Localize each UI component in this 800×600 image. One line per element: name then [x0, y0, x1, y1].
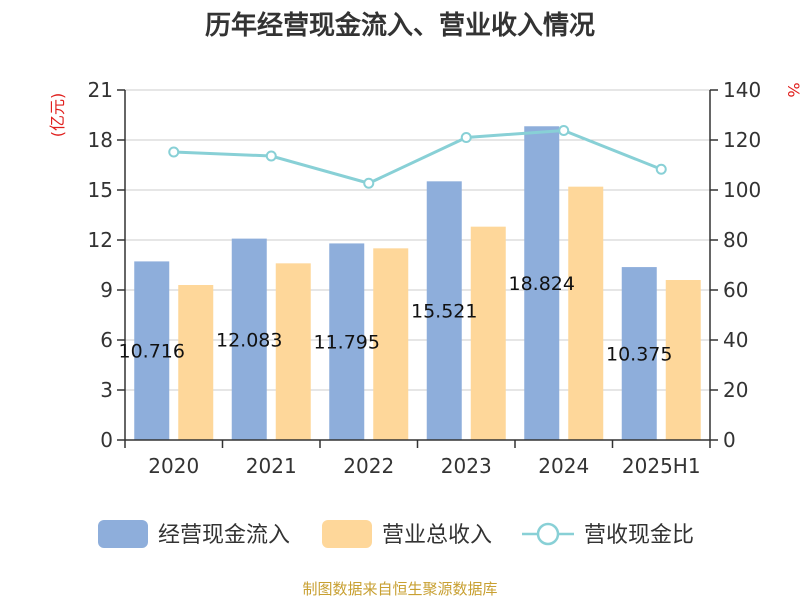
left-axis-tick-label: 9 — [100, 278, 113, 302]
line-series-group — [168, 125, 667, 189]
line-point — [558, 125, 570, 136]
data-labels-group: 10.716 12.083 11.795 15.521 18.824 10.375 — [119, 273, 673, 365]
legend-label-cash-inflow: 经营现金流入 — [158, 523, 290, 548]
x-axis-category-label: 2022 — [343, 454, 394, 478]
left-axis-tick-label: 0 — [100, 428, 113, 452]
line-point — [655, 163, 667, 175]
legend: 经营现金流入 营业总收入 营收现金比 — [98, 520, 694, 548]
bar-total-revenue — [178, 285, 214, 440]
left-axis-tick-label: 3 — [100, 378, 113, 402]
left-axis-unit: (亿元) — [48, 93, 67, 138]
grid-lines — [125, 89, 710, 391]
bars-group — [134, 126, 701, 441]
bar-total-revenue — [470, 226, 506, 440]
left-axis-tick-label: 12 — [88, 228, 113, 252]
legend-label-total-revenue: 营业总收入 — [382, 523, 492, 548]
data-label-cash-inflow: 10.716 — [119, 341, 185, 363]
bar-cash-inflow — [134, 261, 170, 440]
x-axis-category-label: 2025H1 — [622, 454, 701, 478]
data-label-cash-inflow: 11.795 — [314, 332, 380, 354]
data-label-cash-inflow: 12.083 — [216, 329, 282, 351]
right-axis-tick-label: 120 — [723, 128, 761, 152]
data-label-cash-inflow: 18.824 — [509, 273, 575, 295]
left-axis-tick-label: 15 — [88, 178, 113, 202]
bar-cash-inflow — [621, 267, 657, 440]
right-axis-tick-label: 0 — [723, 428, 736, 452]
bar-total-revenue — [568, 186, 604, 440]
x-axis-category-label: 2020 — [148, 454, 199, 478]
bar-total-revenue — [373, 248, 409, 440]
left-axis-tick-label: 21 — [88, 78, 113, 102]
line-point — [168, 146, 180, 158]
bar-total-revenue — [665, 280, 701, 440]
legend-label-ratio: 营收现金比 — [584, 523, 694, 548]
bar-cash-inflow — [524, 126, 560, 441]
line-point — [363, 177, 375, 189]
left-axis-tick-label: 6 — [100, 328, 113, 352]
x-axis-category-label: 2021 — [246, 454, 297, 478]
right-axis-tick-label: 40 — [723, 328, 748, 352]
chart-title: 历年经营现金流入、营业收入情况 — [205, 10, 595, 41]
x-axis-category-label: 2024 — [538, 454, 589, 478]
data-label-cash-inflow: 10.375 — [606, 344, 672, 366]
legend-swatch-total-revenue — [322, 520, 372, 548]
line-point — [460, 132, 472, 143]
right-axis-tick-label: 60 — [723, 278, 748, 302]
right-axis-tick-label: 20 — [723, 378, 748, 402]
line-point — [265, 150, 277, 162]
x-axis-category-label: 2023 — [441, 454, 492, 478]
bar-cash-inflow — [231, 238, 267, 440]
bar-cash-inflow — [426, 181, 462, 441]
right-axis-unit: % — [784, 82, 800, 97]
legend-swatch-ratio-marker — [536, 522, 560, 546]
bar-cash-inflow — [329, 243, 365, 440]
right-axis-tick-label: 140 — [723, 78, 761, 102]
source-note: 制图数据来自恒生聚源数据库 — [302, 580, 497, 598]
right-axis-tick-label: 100 — [723, 178, 761, 202]
line-cash-revenue-ratio — [173, 128, 662, 185]
axes-group: 0 3 6 9 12 15 18 21 0 20 40 60 80 100 120 140 2020 2021 20… — [88, 78, 762, 478]
data-label-cash-inflow: 15.521 — [411, 301, 477, 323]
legend-swatch-cash-inflow — [98, 520, 148, 548]
bar-total-revenue — [275, 263, 311, 440]
left-axis-tick-label: 18 — [88, 128, 113, 152]
right-axis-tick-label: 80 — [723, 228, 748, 252]
